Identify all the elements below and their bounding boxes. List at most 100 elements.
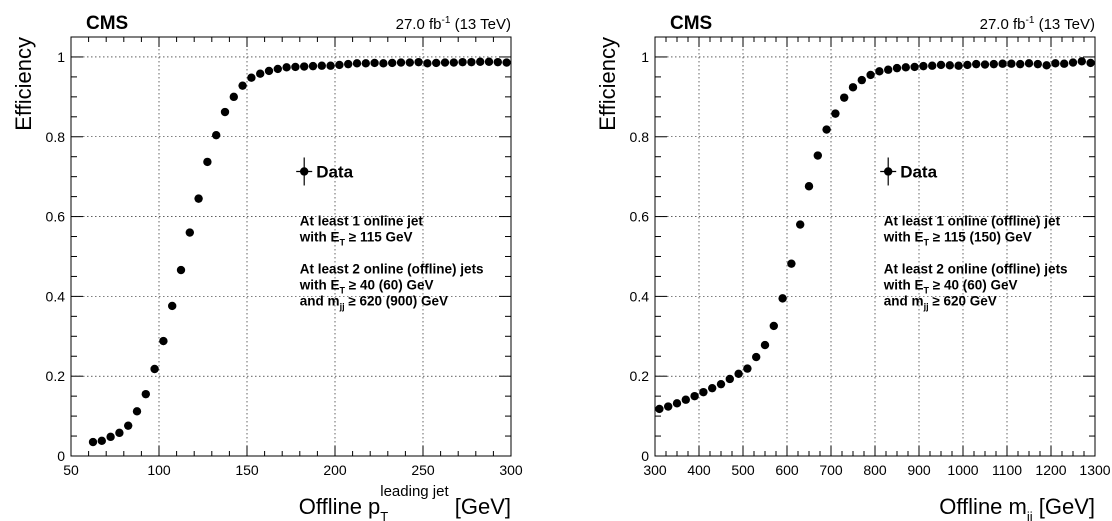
- data-point: [97, 436, 107, 446]
- energy-text: (13 TeV): [1034, 16, 1095, 33]
- data-point: [989, 59, 998, 69]
- data-point: [787, 259, 796, 268]
- data-point: [432, 58, 441, 68]
- data-point: [317, 61, 326, 70]
- data-point: [141, 389, 150, 399]
- y-tick-label: 0.6: [630, 209, 650, 225]
- data-point: [980, 60, 990, 69]
- data-point: [672, 399, 682, 408]
- data-point: [106, 432, 115, 442]
- data-point: [822, 125, 831, 134]
- luminosity-label: 27.0 fb-1 (13 TeV): [396, 15, 511, 33]
- data-point: [919, 61, 928, 71]
- data-point: [655, 404, 664, 414]
- plot-frame: [70, 36, 512, 457]
- data-point: [414, 57, 423, 67]
- data-point: [168, 301, 177, 311]
- data-point: [857, 75, 866, 85]
- data-point: [664, 402, 673, 411]
- x-title-main: Offline p: [299, 494, 381, 519]
- annotation-text: and m: [884, 293, 924, 308]
- data-point: [804, 182, 814, 191]
- x-axis-title: Offline pTleading jet [GeV]: [299, 483, 511, 521]
- data-point: [708, 383, 717, 393]
- y-tick-label: 0.6: [46, 209, 66, 225]
- data-point: [476, 57, 485, 66]
- x-axis-title: Offline mjj [GeV]: [939, 494, 1095, 521]
- energy-text: (13 TeV): [450, 16, 511, 33]
- y-axis-title: Efficiency: [595, 37, 620, 131]
- data-point: [752, 352, 761, 362]
- data-point: [831, 109, 840, 118]
- data-point: [936, 60, 946, 70]
- data-point: [176, 265, 186, 275]
- annotation-line: and mjj ≥ 620 (900) GeV: [300, 293, 448, 311]
- data-point: [1086, 58, 1095, 68]
- data-point: [866, 70, 875, 80]
- data-point: [352, 59, 362, 68]
- data-point: [725, 374, 734, 384]
- data-point: [954, 61, 963, 70]
- y-tick-label: 0: [57, 448, 65, 464]
- annotation-subscript: T: [924, 237, 930, 247]
- y-axis-title: Efficiency: [11, 37, 36, 131]
- data-point: [778, 294, 787, 303]
- data-point: [185, 228, 194, 237]
- data-point: [247, 73, 256, 82]
- annotation-line: At least 1 online (offline) jet: [884, 213, 1061, 228]
- data-point: [273, 64, 282, 74]
- data-point: [760, 340, 770, 350]
- data-point: [370, 58, 379, 68]
- data-point: [458, 57, 467, 67]
- annotation-subscript: jj: [923, 301, 929, 311]
- x-tick-label: 500: [731, 462, 755, 478]
- data-point: [1007, 59, 1016, 68]
- data-point: [291, 62, 300, 72]
- data-point: [203, 157, 212, 167]
- data-point: [1051, 59, 1060, 68]
- data-point: [405, 58, 414, 67]
- annotation-text: ≥ 40 (60) GeV: [345, 277, 433, 292]
- data-point: [212, 130, 221, 140]
- x-tick-label: 300: [499, 462, 523, 478]
- luminosity-label: 27.0 fb-1 (13 TeV): [980, 15, 1095, 33]
- legend-marker: [300, 167, 309, 176]
- data-point: [1033, 59, 1043, 69]
- annotation-text: with E: [299, 229, 340, 244]
- annotation-subscript: T: [924, 285, 930, 295]
- annotation-subscript: jj: [339, 301, 345, 311]
- y-tick-label: 0.4: [46, 288, 66, 304]
- data-point: [115, 428, 124, 438]
- legend-label: Data: [316, 162, 353, 181]
- annotation-line: with ET ≥ 115 (150) GeV: [883, 229, 1032, 247]
- data-point: [335, 60, 344, 70]
- y-tick-label: 1: [641, 49, 649, 65]
- lumi-text: 27.0 fb: [980, 16, 1026, 33]
- data-point: [998, 59, 1007, 68]
- data-point: [884, 65, 893, 74]
- x-tick-label: 400: [687, 462, 711, 478]
- annotation-text: ≥ 115 GeV: [345, 229, 412, 244]
- lumi-exponent: -1: [1026, 15, 1035, 26]
- chart-panel-1: 50 100 150 200 250 300 0 0.2 0.4 0.6 0.8 1 CMS 27.0 f…: [11, 13, 523, 521]
- data-point: [88, 437, 98, 447]
- data-point: [1016, 59, 1025, 69]
- data-point: [326, 61, 335, 70]
- data-point: [344, 59, 353, 69]
- y-tick-label: 0.4: [630, 288, 650, 304]
- data-point: [716, 379, 726, 389]
- data-point: [910, 62, 919, 72]
- annotation-line: with ET ≥ 40 (60) GeV: [299, 277, 434, 295]
- data-point: [449, 58, 458, 67]
- data-point: [159, 336, 168, 346]
- data-point: [308, 61, 318, 71]
- annotation-text: ≥ 115 (150) GeV: [929, 229, 1032, 244]
- annotation-text: At least 2 online (offline) jets: [884, 261, 1068, 276]
- annotation-text: At least 1 online (offline) jet: [884, 213, 1061, 228]
- data-point: [848, 83, 858, 92]
- data-point: [300, 62, 309, 71]
- data-point: [220, 107, 230, 117]
- data-point: [132, 407, 142, 416]
- x-tick-label: 800: [863, 462, 887, 478]
